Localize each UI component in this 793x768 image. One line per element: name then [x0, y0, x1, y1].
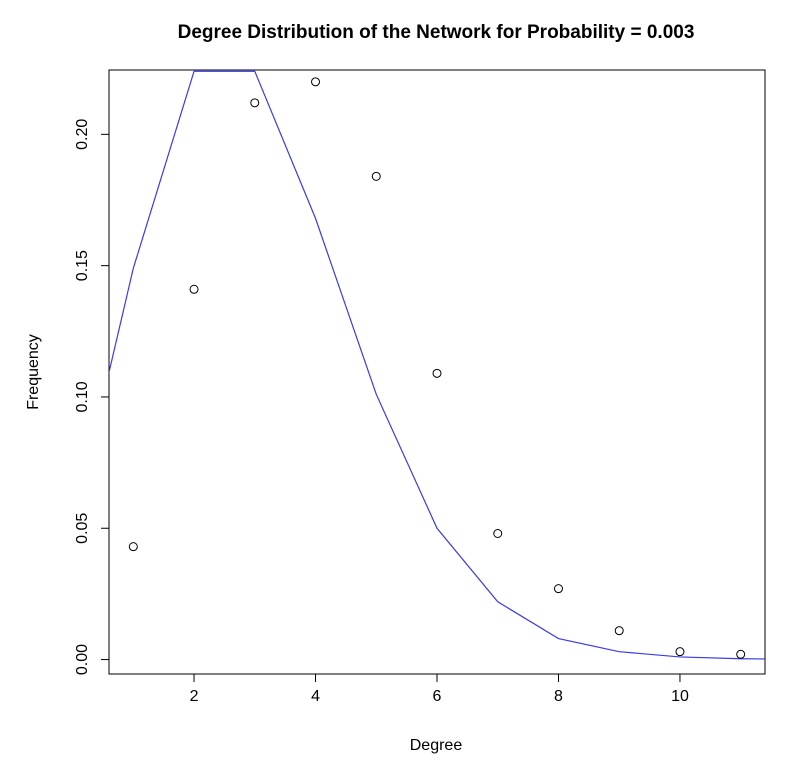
series-layer [109, 70, 765, 660]
data-point [675, 647, 685, 657]
x-axis-label: Degree [410, 737, 463, 754]
data-point [553, 584, 563, 594]
x-axis: 2 4 6 8 10 [190, 674, 689, 705]
y-tick-label: 0.00 [74, 644, 91, 675]
data-point [371, 171, 381, 181]
chart-title: Degree Distribution of the Network for P… [178, 22, 695, 43]
data-point [614, 626, 624, 636]
points-layer [128, 77, 746, 659]
x-tick-label: 6 [433, 688, 442, 705]
x-tick-label: 8 [554, 688, 563, 705]
y-tick-label: 0.10 [74, 381, 91, 412]
y-axis: 0.00 0.05 0.10 0.15 0.20 [74, 119, 109, 675]
x-tick-label: 4 [311, 688, 320, 705]
data-point [128, 542, 138, 552]
data-point [493, 529, 503, 539]
data-point [736, 649, 746, 659]
y-tick-label: 0.15 [74, 250, 91, 281]
x-tick-label: 2 [190, 688, 199, 705]
data-point [250, 98, 260, 108]
y-tick-label: 0.20 [74, 119, 91, 150]
fitted-curve-line [109, 70, 765, 660]
data-point [432, 368, 442, 378]
y-axis-label: Frequency [25, 334, 42, 410]
plot-frame [108, 69, 766, 675]
data-point [311, 77, 321, 87]
data-point [189, 284, 199, 294]
y-tick-label: 0.05 [74, 513, 91, 544]
x-tick-label: 10 [671, 688, 689, 705]
